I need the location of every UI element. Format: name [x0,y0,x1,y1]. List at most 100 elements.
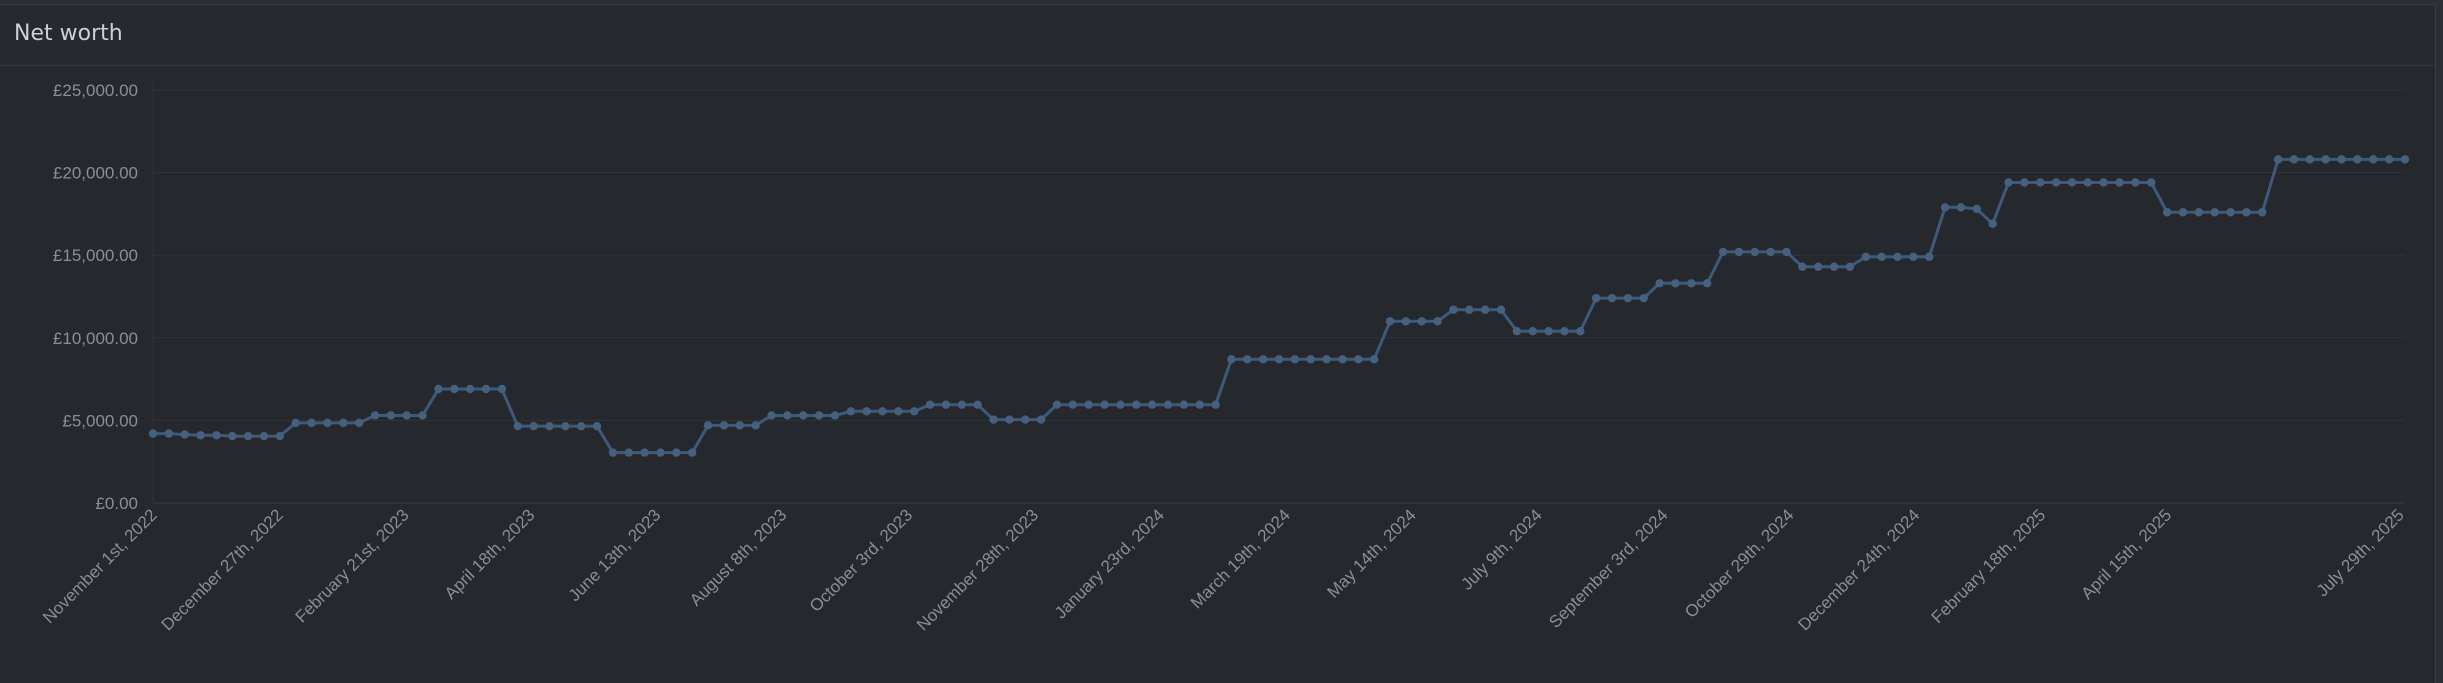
data-point[interactable] [450,384,459,394]
data-point[interactable] [2051,178,2061,187]
data-point[interactable] [228,431,237,441]
data-point[interactable] [481,384,491,394]
data-point[interactable] [2099,178,2108,187]
data-point[interactable] [2353,155,2362,164]
data-point[interactable] [1829,262,1839,271]
data-point[interactable] [688,448,697,457]
data-point[interactable] [164,429,174,438]
data-point[interactable] [1925,252,1934,262]
data-point[interactable] [783,411,792,420]
data-point[interactable] [2131,178,2140,187]
data-point[interactable] [2242,208,2251,217]
data-point[interactable] [894,407,903,416]
data-point[interactable] [259,431,269,441]
data-point[interactable] [1845,262,1855,271]
data-point[interactable] [1243,355,1252,364]
data-point[interactable] [1401,317,1411,326]
data-point[interactable] [1274,355,1284,364]
data-point[interactable] [291,418,300,428]
data-point[interactable] [1369,355,1379,364]
data-point[interactable] [751,421,760,430]
data-point[interactable] [307,418,316,428]
data-point[interactable] [1354,355,1363,364]
data-point[interactable] [957,400,967,409]
data-point[interactable] [1480,305,1490,314]
data-point[interactable] [862,407,871,416]
data-point[interactable] [2067,178,2077,187]
data-point[interactable] [529,421,538,431]
data-point[interactable] [1940,203,1950,212]
data-point[interactable] [1147,400,1157,409]
data-point[interactable] [1306,355,1315,364]
data-point[interactable] [2321,155,2330,164]
data-point[interactable] [148,429,158,438]
data-point[interactable] [1766,247,1775,257]
data-point[interactable] [1893,252,1902,262]
data-point[interactable] [1179,400,1189,409]
data-point[interactable] [1576,326,1585,336]
data-point[interactable] [2194,208,2204,217]
data-point[interactable] [497,384,507,394]
data-point[interactable] [1861,252,1870,262]
data-point[interactable] [418,411,427,420]
data-point[interactable] [1560,326,1569,336]
data-point[interactable] [719,421,729,430]
data-point[interactable] [1814,262,1823,271]
data-point[interactable] [814,411,824,420]
data-point[interactable] [1227,355,1236,364]
data-point[interactable] [767,411,776,420]
data-point[interactable] [1417,317,1426,326]
data-point[interactable] [434,384,443,394]
data-point[interactable] [2210,208,2219,217]
data-point[interactable] [577,421,586,431]
data-point[interactable] [2273,155,2283,164]
data-point[interactable] [1258,355,1268,364]
data-point[interactable] [1496,305,1506,314]
data-point[interactable] [2004,178,2013,187]
data-point[interactable] [1195,400,1204,409]
data-point[interactable] [1639,293,1648,303]
data-point[interactable] [925,400,935,409]
data-point[interactable] [1116,400,1125,409]
data-point[interactable] [973,400,982,409]
data-point[interactable] [180,430,189,439]
data-point[interactable] [1655,279,1664,288]
data-point[interactable] [1750,247,1759,257]
data-point[interactable] [1591,293,1601,303]
data-point[interactable] [2289,155,2299,164]
data-point[interactable] [1163,400,1173,409]
data-point[interactable] [672,448,681,457]
data-point[interactable] [1798,262,1807,271]
data-point[interactable] [545,421,554,431]
data-point[interactable] [656,448,665,457]
data-point[interactable] [1734,247,1744,257]
data-point[interactable] [592,421,602,431]
data-point[interactable] [878,407,887,416]
data-point[interactable] [1972,204,1982,214]
data-point[interactable] [2083,178,2093,187]
data-point[interactable] [1703,279,1712,288]
data-point[interactable] [1877,252,1886,262]
data-point[interactable] [2305,155,2315,164]
data-point[interactable] [1052,400,1062,409]
data-point[interactable] [846,407,855,416]
data-point[interactable] [1465,305,1474,314]
data-point[interactable] [402,411,411,420]
data-point[interactable] [1909,252,1918,262]
data-point[interactable] [1084,400,1093,409]
data-point[interactable] [2036,178,2045,187]
data-point[interactable] [703,421,713,430]
data-point[interactable] [989,415,998,424]
data-point[interactable] [243,431,253,441]
data-point[interactable] [1687,279,1696,288]
data-point[interactable] [1528,326,1537,336]
data-point[interactable] [2115,178,2124,187]
data-point[interactable] [1100,400,1109,409]
data-point[interactable] [2147,178,2156,187]
data-point[interactable] [1036,415,1046,424]
data-point[interactable] [2369,155,2378,164]
data-point[interactable] [1544,326,1553,336]
data-point[interactable] [465,384,475,394]
data-point[interactable] [1512,326,1522,336]
data-point[interactable] [2162,208,2172,217]
